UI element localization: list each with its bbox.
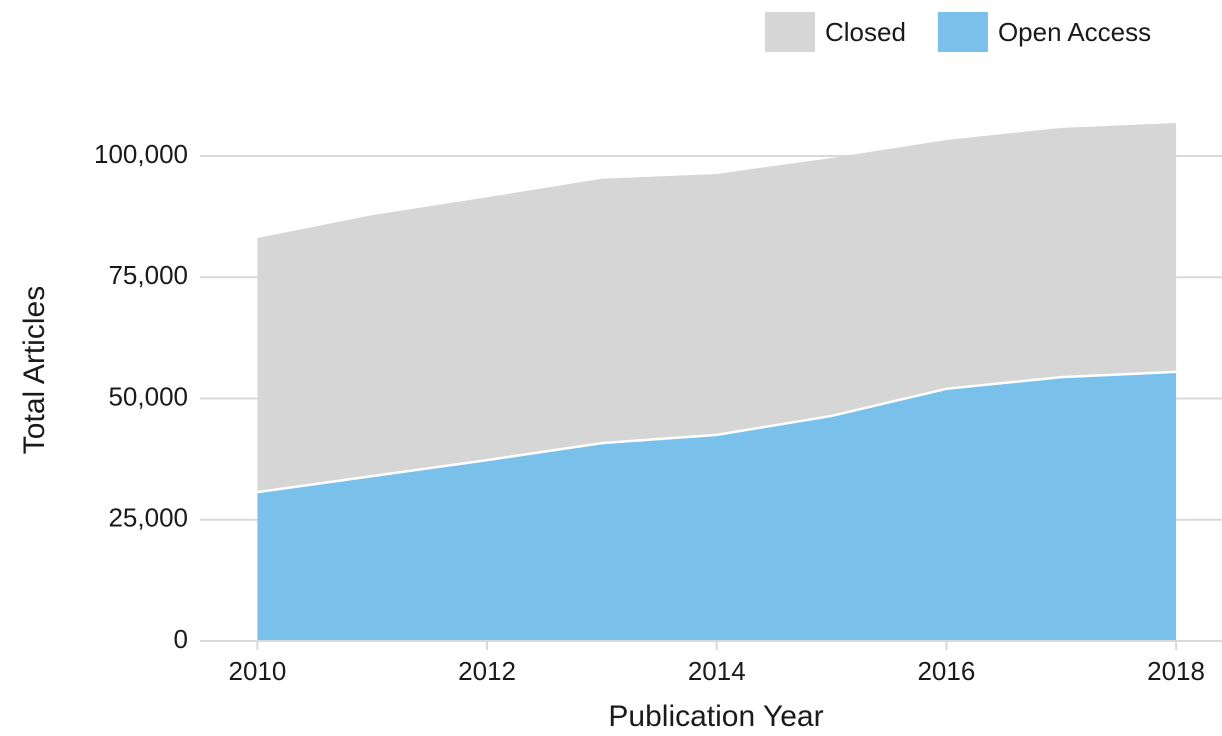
area <box>257 371 1177 641</box>
legend-swatch <box>765 12 815 52</box>
x-axis-title: Publication Year <box>608 700 823 733</box>
legend-label: Open Access <box>998 17 1151 47</box>
legend-label: Closed <box>825 17 906 47</box>
legend-swatch <box>937 12 988 52</box>
y-tick-label: 50,000 <box>108 381 188 411</box>
y-tick-label: 75,000 <box>108 260 188 290</box>
x-tick-label: 2016 <box>917 656 975 686</box>
x-tick-label: 2018 <box>1147 656 1205 686</box>
x-tick-label: 2012 <box>458 656 516 686</box>
x-tick-label: 2010 <box>228 656 286 686</box>
y-tick-label: 100,000 <box>94 139 188 169</box>
y-tick-label: 0 <box>174 624 188 654</box>
y-tick-label: 25,000 <box>108 503 188 533</box>
y-axis-title: Total Articles <box>18 286 51 454</box>
area-boundary <box>257 370 1177 494</box>
area <box>257 123 1177 493</box>
x-tick-label: 2014 <box>688 656 746 686</box>
